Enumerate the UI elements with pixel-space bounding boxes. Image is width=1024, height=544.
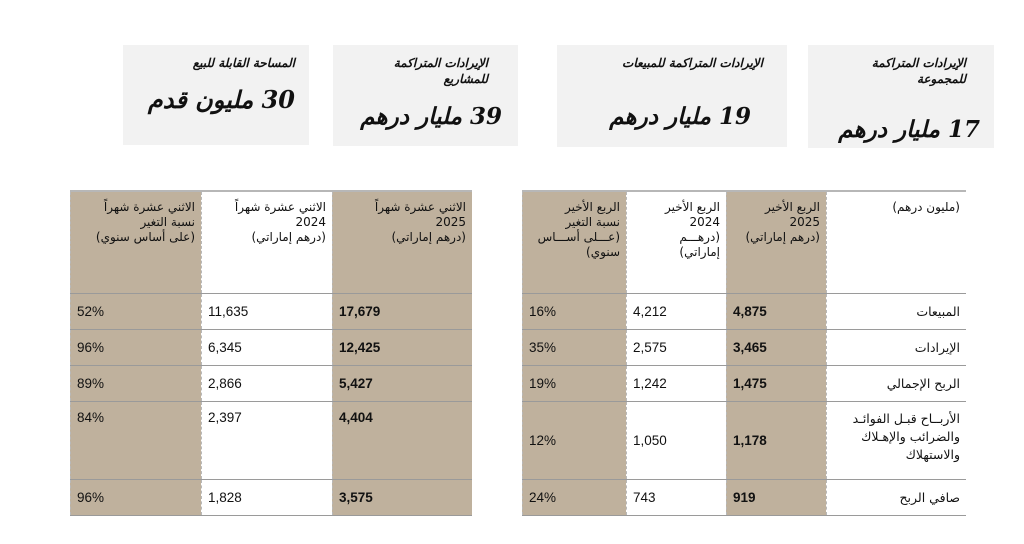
kpi-card-title: الإيرادات المتراكمة للمشاريع bbox=[394, 55, 488, 87]
value-q-change: 35% bbox=[522, 330, 626, 365]
header-text: نسبة التغير bbox=[565, 215, 620, 229]
header-q2024: الربع الأخير 2024 (درهـــم إماراتي) bbox=[626, 192, 726, 293]
header-text: الاثني عشرة شهراً bbox=[374, 200, 466, 214]
header-text: الاثني عشرة شهراً bbox=[103, 200, 195, 214]
kpi-card-value: 39 مليار درهم bbox=[360, 103, 502, 130]
value-q2025: 3,465 bbox=[726, 330, 826, 365]
value-y-change: 52% bbox=[70, 294, 201, 329]
kpi-title-line: الإيرادات المتراكمة bbox=[393, 56, 488, 70]
annual-results-table: الاثني عشرة شهراً 2025 (درهم إماراتي) ال… bbox=[70, 190, 472, 516]
row-label: المبيعات bbox=[826, 294, 966, 329]
value-y2024: 2,397 bbox=[201, 402, 332, 479]
kpi-title-line: المساحة القابلة للبيع bbox=[192, 56, 295, 70]
header-text: الربع الأخير bbox=[565, 200, 620, 214]
value-y2025: 5,427 bbox=[332, 366, 472, 401]
kpi-card-value: 30 مليون قدم bbox=[147, 85, 295, 114]
table-row: 3,575 1,828 96% bbox=[70, 480, 472, 516]
value-y2025: 3,575 bbox=[332, 480, 472, 515]
table-row: 4,404 2,397 84% bbox=[70, 402, 472, 480]
kpi-title-line: الإيرادات المتراكمة للمبيعات bbox=[622, 56, 763, 70]
value-y-change: 96% bbox=[70, 330, 201, 365]
kpi-title-line: للمشاريع bbox=[443, 72, 488, 86]
table-row: 5,427 2,866 89% bbox=[70, 366, 472, 402]
table-header-row: الاثني عشرة شهراً 2025 (درهم إماراتي) ال… bbox=[70, 192, 472, 294]
value-q-change: 12% bbox=[522, 402, 626, 479]
kpi-title-line: الإيرادات المتراكمة bbox=[871, 56, 966, 70]
value-y-change: 96% bbox=[70, 480, 201, 515]
row-label: الربح الإجمالي bbox=[826, 366, 966, 401]
row-label-line: والاستهلاك bbox=[905, 447, 960, 462]
row-label: الأربــاح قبـل الفوائـد والضرائب والإهـل… bbox=[826, 402, 966, 479]
kpi-title-line: للمجموعة bbox=[916, 72, 966, 86]
table-header-row: (مليون درهم) الربع الأخير 2025 (درهم إما… bbox=[522, 192, 966, 294]
header-text: سنوي) bbox=[586, 245, 620, 259]
value-y2024: 11,635 bbox=[201, 294, 332, 329]
value-y2025: 17,679 bbox=[332, 294, 472, 329]
row-label-line: الأربــاح قبـل الفوائـد bbox=[852, 411, 960, 426]
header-y2024: الاثني عشرة شهراً 2024 (درهم إماراتي) bbox=[201, 192, 332, 293]
kpi-card-sellable-area: المساحة القابلة للبيع 30 مليون قدم ـ bbox=[123, 45, 309, 145]
header-text: (مليون درهم) bbox=[892, 200, 960, 214]
kpi-card-title: الإيرادات المتراكمة للمجموعة bbox=[872, 55, 966, 87]
row-label: الإيرادات bbox=[826, 330, 966, 365]
value-y-change: 89% bbox=[70, 366, 201, 401]
value-q2024: 1,242 bbox=[626, 366, 726, 401]
value-q2025: 1,475 bbox=[726, 366, 826, 401]
header-q-change: الربع الأخير نسبة التغير (عـــلى أســـاس… bbox=[522, 192, 626, 293]
value-q-change: 19% bbox=[522, 366, 626, 401]
kpi-card-value: 19 مليار درهم bbox=[609, 103, 751, 130]
value-q-change: 16% bbox=[522, 294, 626, 329]
value-q2024: 1,050 bbox=[626, 402, 726, 479]
value-q2025: 919 bbox=[726, 480, 826, 515]
header-text: 2024 bbox=[689, 215, 720, 229]
kpi-card-title: الإيرادات المتراكمة للمبيعات bbox=[622, 55, 763, 71]
value-y2024: 2,866 bbox=[201, 366, 332, 401]
table-row: الإيرادات 3,465 2,575 35% bbox=[522, 330, 966, 366]
header-text: الاثني عشرة شهراً bbox=[234, 200, 326, 214]
header-text: (درهم إماراتي) bbox=[745, 230, 820, 244]
header-text: (درهم إماراتي) bbox=[391, 230, 466, 244]
table-row: الربح الإجمالي 1,475 1,242 19% bbox=[522, 366, 966, 402]
header-q2025: الربع الأخير 2025 (درهم إماراتي) bbox=[726, 192, 826, 293]
kpi-card-value: 17 مليار درهم bbox=[838, 116, 980, 143]
kpi-card-group-revenue: الإيرادات المتراكمة للمجموعة 17 مليار در… bbox=[808, 45, 994, 148]
value-q2024: 2,575 bbox=[626, 330, 726, 365]
row-label-line: والضرائب والإهـلاك bbox=[861, 429, 960, 444]
header-text: (عـــلى أســـاس bbox=[537, 230, 620, 244]
header-text: (درهـــم bbox=[679, 230, 720, 244]
value-y2025: 4,404 bbox=[332, 402, 472, 479]
header-text: نسبة التغير bbox=[140, 215, 195, 229]
table-row: 12,425 6,345 96% bbox=[70, 330, 472, 366]
value-y-change: 84% bbox=[70, 402, 201, 479]
value-y2024: 6,345 bbox=[201, 330, 332, 365]
value-y2024: 1,828 bbox=[201, 480, 332, 515]
header-text: الربع الأخير bbox=[765, 200, 820, 214]
value-q2025: 4,875 bbox=[726, 294, 826, 329]
header-text: (على أساس سنوي) bbox=[95, 230, 195, 244]
value-q2024: 4,212 bbox=[626, 294, 726, 329]
value-q2024: 743 bbox=[626, 480, 726, 515]
value-q2025: 1,178 bbox=[726, 402, 826, 479]
header-text: 2024 bbox=[295, 215, 326, 229]
header-text: إماراتي) bbox=[679, 245, 720, 259]
kpi-card-title: المساحة القابلة للبيع bbox=[193, 55, 295, 71]
value-y2025: 12,425 bbox=[332, 330, 472, 365]
kpi-card-projects-revenue: الإيرادات المتراكمة للمشاريع 39 مليار در… bbox=[333, 45, 518, 146]
header-y2025: الاثني عشرة شهراً 2025 (درهم إماراتي) bbox=[332, 192, 472, 293]
header-label-cell: (مليون درهم) bbox=[826, 192, 966, 293]
quarterly-results-table: (مليون درهم) الربع الأخير 2025 (درهم إما… bbox=[522, 190, 966, 516]
kpi-card-sales-revenue: الإيرادات المتراكمة للمبيعات 19 مليار در… bbox=[557, 45, 787, 147]
value-q-change: 24% bbox=[522, 480, 626, 515]
header-text: (درهم إماراتي) bbox=[251, 230, 326, 244]
table-row: 17,679 11,635 52% bbox=[70, 294, 472, 330]
table-row: الأربــاح قبـل الفوائـد والضرائب والإهـل… bbox=[522, 402, 966, 480]
table-row: صافي الربح 919 743 24% bbox=[522, 480, 966, 516]
header-text: 2025 bbox=[435, 215, 466, 229]
header-y-change: الاثني عشرة شهراً نسبة التغير (على أساس … bbox=[70, 192, 201, 293]
header-text: 2025 bbox=[789, 215, 820, 229]
header-text: الربع الأخير bbox=[665, 200, 720, 214]
row-label: صافي الربح bbox=[826, 480, 966, 515]
table-row: المبيعات 4,875 4,212 16% bbox=[522, 294, 966, 330]
